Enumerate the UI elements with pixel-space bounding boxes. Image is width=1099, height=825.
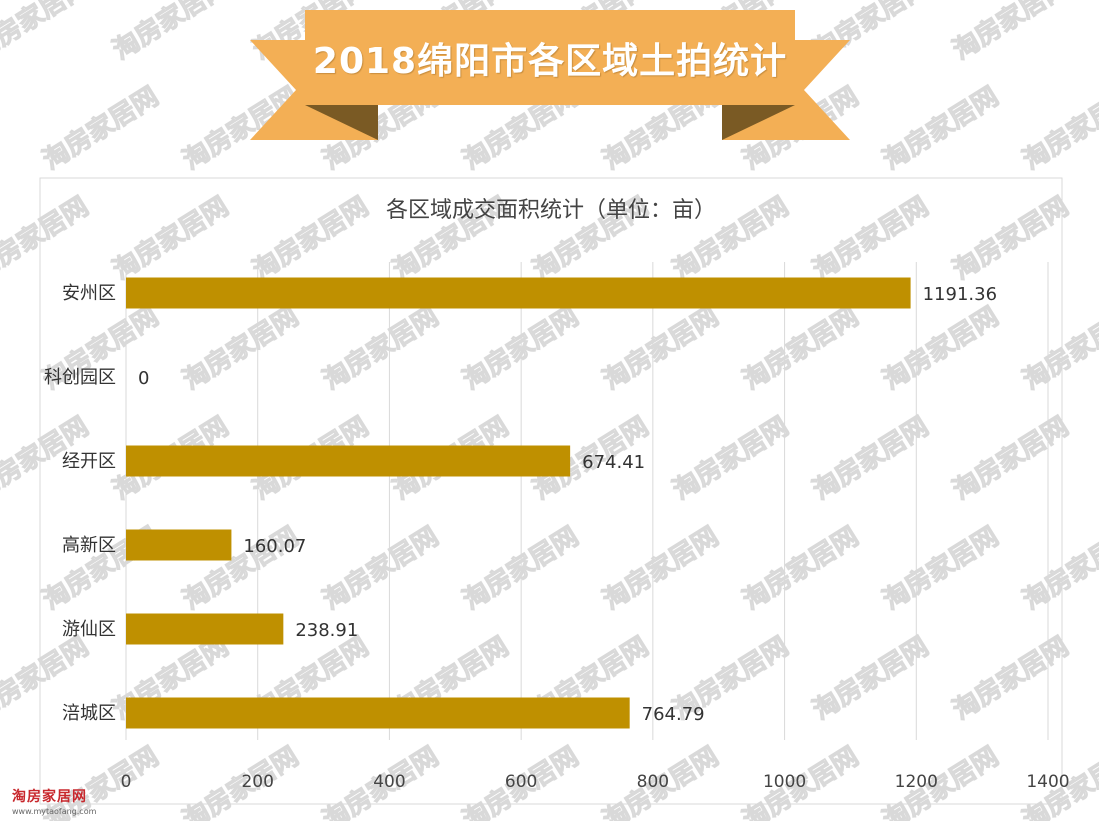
x-tick-label: 0 — [121, 772, 132, 792]
x-tick-label: 200 — [241, 772, 273, 792]
banner-main — [305, 10, 795, 105]
banner-title: 2018绵阳市各区域土拍统计 — [312, 40, 788, 82]
logo-name: 淘房家居网 — [12, 789, 87, 805]
data-label: 1191.36 — [923, 284, 997, 305]
watermark-text: 淘房家居网 — [877, 521, 1004, 616]
y-category-label: 安州区 — [62, 283, 116, 304]
banner-ribbon — [250, 10, 850, 140]
watermark-text: 淘房家居网 — [737, 521, 864, 616]
watermark-text: 淘房家居网 — [457, 521, 584, 616]
bar — [126, 529, 232, 561]
bar — [126, 697, 630, 729]
bar — [126, 613, 284, 645]
watermark-text: 淘房家居网 — [807, 631, 934, 726]
bar — [126, 277, 911, 309]
x-tick-label: 1400 — [1026, 772, 1069, 792]
y-category-label: 高新区 — [62, 535, 116, 556]
chart-frame — [39, 177, 1063, 805]
watermark-text: 淘房家居网 — [597, 301, 724, 396]
watermark-text: 淘房家居网 — [1017, 521, 1099, 616]
watermark-text: 淘房家居网 — [37, 81, 164, 176]
y-category-label: 经开区 — [62, 451, 116, 472]
watermark-text: 淘房家居网 — [1017, 301, 1099, 396]
x-tick-label: 1200 — [895, 772, 938, 792]
x-tick-label: 800 — [637, 772, 669, 792]
watermark-text: 淘房家居网 — [1017, 81, 1099, 176]
watermark-text: 淘房家居网 — [737, 301, 864, 396]
bar — [126, 445, 571, 477]
chart-title: 各区域成交面积统计（单位：亩） — [385, 198, 716, 223]
watermark-text: 淘房家居网 — [947, 631, 1074, 726]
data-label: 674.41 — [582, 452, 645, 473]
watermark-text: 淘房家居网 — [107, 0, 234, 66]
y-category-label: 游仙区 — [62, 619, 116, 640]
site-logo: 淘房家居网 www.mytaofang.com — [12, 786, 96, 816]
watermark-text: 淘房家居网 — [317, 521, 444, 616]
x-tick-label: 600 — [505, 772, 537, 792]
watermark-text: 淘房家居网 — [177, 301, 304, 396]
x-tick-label: 1000 — [763, 772, 806, 792]
grid-layer — [125, 262, 1049, 740]
y-category-label: 科创园区 — [44, 367, 116, 388]
watermark-text: 淘房家居网 — [877, 301, 1004, 396]
data-label: 160.07 — [243, 536, 306, 557]
watermark-text: 淘房家居网 — [807, 411, 934, 506]
labels-layer: 0 200 400 600 800 1000 1200 1400 安州区 1191.36 科创园区 0… — [44, 283, 1070, 792]
watermark-text: 淘房家居网 — [0, 0, 94, 66]
data-label: 238.91 — [295, 620, 358, 641]
bars-layer — [126, 277, 911, 729]
watermark-text: 淘房家居网 — [317, 301, 444, 396]
watermark-text: 淘房家居网 — [457, 301, 584, 396]
watermark-text: 淘房家居网 — [597, 521, 724, 616]
watermark-text: 淘房家居网 — [947, 411, 1074, 506]
watermark-text: 淘房家居网 — [947, 0, 1074, 66]
watermark-text: 淘房家居网 — [877, 81, 1004, 176]
banner-right-fold — [722, 105, 795, 140]
banner-left-fold — [305, 105, 378, 140]
data-label: 0 — [138, 368, 149, 389]
watermark-text: 淘房家居网 — [667, 411, 794, 506]
data-label: 764.79 — [642, 704, 705, 725]
y-category-label: 涪城区 — [62, 703, 116, 724]
logo-url: www.mytaofang.com — [12, 807, 97, 816]
x-tick-label: 400 — [373, 772, 405, 792]
